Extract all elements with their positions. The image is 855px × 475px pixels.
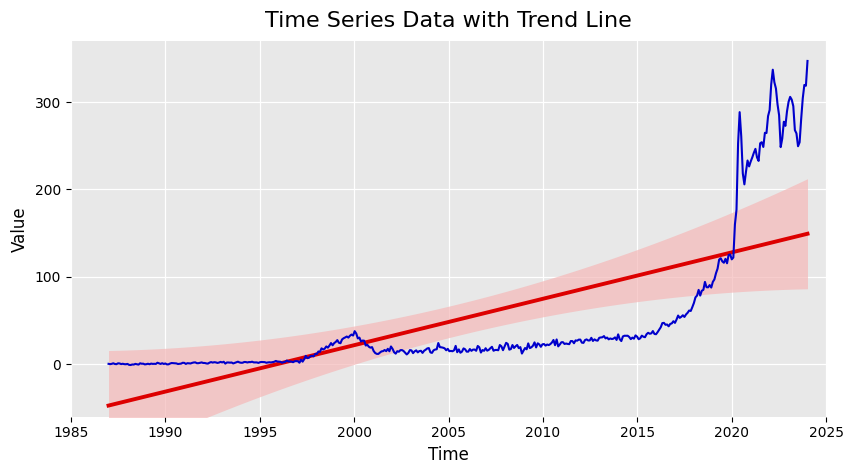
Title: Time Series Data with Trend Line: Time Series Data with Trend Line [265,11,632,31]
Y-axis label: Value: Value [11,206,29,252]
X-axis label: Time: Time [428,446,469,464]
